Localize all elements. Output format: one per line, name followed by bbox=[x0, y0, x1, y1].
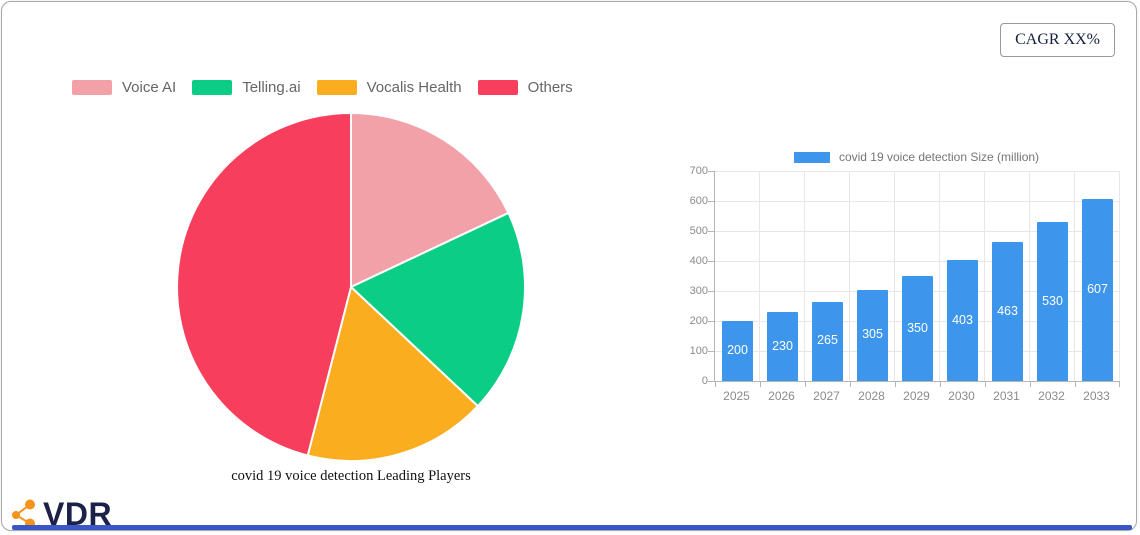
x-tick-mark bbox=[895, 381, 896, 387]
bar-2030[interactable] bbox=[947, 260, 978, 381]
x-tick-mark bbox=[1119, 381, 1120, 387]
bar-value-label: 463 bbox=[997, 303, 1018, 318]
legend-item-voice-ai[interactable]: Voice AI bbox=[72, 79, 176, 96]
x-tick-label: 2026 bbox=[768, 389, 795, 403]
v-gridline bbox=[1074, 171, 1075, 381]
bar-value-label: 230 bbox=[772, 338, 793, 353]
y-tick-mark bbox=[708, 321, 715, 322]
legend-item-telling-ai[interactable]: Telling.ai bbox=[192, 79, 301, 96]
pie-slice-voice-ai[interactable] bbox=[350, 112, 510, 288]
x-tick-label: 2025 bbox=[723, 389, 750, 403]
v-gridline bbox=[1119, 171, 1120, 381]
x-tick-label: 2031 bbox=[993, 389, 1020, 403]
v-gridline bbox=[984, 171, 985, 381]
y-tick-label: 200 bbox=[689, 315, 708, 327]
h-gridline bbox=[715, 171, 1120, 172]
legend-swatch bbox=[72, 80, 112, 95]
v-gridline bbox=[894, 171, 895, 381]
bar-2032[interactable] bbox=[1037, 222, 1068, 381]
cagr-badge: CAGR XX% bbox=[1000, 23, 1115, 57]
legend-item-vocalis-health[interactable]: Vocalis Health bbox=[316, 79, 462, 96]
bar-value-label: 200 bbox=[727, 343, 748, 357]
x-tick-mark bbox=[715, 381, 716, 387]
bar-plot-area: 200 230 265 305 350 403 463 530 607 bbox=[708, 171, 1120, 387]
pie-slice-telling-ai[interactable] bbox=[350, 211, 527, 408]
brand-logo[interactable]: VDR bbox=[8, 496, 113, 532]
h-gridline bbox=[715, 261, 1120, 262]
x-tick-mark bbox=[985, 381, 986, 387]
legend-swatch bbox=[192, 80, 233, 95]
bar-value-label: 305 bbox=[862, 327, 883, 342]
pie-slice-others[interactable] bbox=[176, 112, 352, 457]
h-gridline bbox=[715, 231, 1120, 232]
x-tick-label: 2033 bbox=[1083, 389, 1110, 403]
y-tick-label: 700 bbox=[689, 165, 708, 177]
y-tick-mark bbox=[708, 381, 715, 382]
legend-swatch bbox=[477, 80, 518, 95]
bar-2028[interactable] bbox=[857, 289, 888, 381]
x-tick-label: 2027 bbox=[813, 389, 840, 403]
pie-slice-vocalis-health[interactable] bbox=[306, 286, 479, 462]
x-tick-mark bbox=[1030, 381, 1031, 387]
y-tick-label: 300 bbox=[689, 285, 708, 297]
v-gridline bbox=[1029, 171, 1030, 381]
y-tick-mark bbox=[708, 171, 715, 172]
pie-chart bbox=[176, 112, 527, 462]
bar-value-label: 403 bbox=[952, 312, 973, 327]
x-tick-mark bbox=[1075, 381, 1076, 387]
x-tick-label: 2028 bbox=[858, 389, 885, 403]
legend-swatch bbox=[793, 151, 830, 163]
v-gridline bbox=[939, 171, 940, 381]
y-tick-mark bbox=[708, 201, 715, 202]
y-tick-mark bbox=[708, 231, 715, 232]
bar-2027[interactable] bbox=[812, 301, 843, 381]
bar-value-label: 607 bbox=[1087, 281, 1108, 296]
v-gridline bbox=[804, 171, 805, 381]
legend-label: Vocalis Health bbox=[366, 79, 462, 96]
y-tick-label: 100 bbox=[689, 345, 708, 357]
h-gridline bbox=[715, 201, 1120, 202]
brand-text: VDR bbox=[43, 496, 113, 532]
legend-label: Voice AI bbox=[122, 79, 177, 96]
y-tick-label: 0 bbox=[701, 375, 708, 387]
x-tick-mark bbox=[940, 381, 941, 387]
x-tick-mark bbox=[805, 381, 806, 387]
v-gridline bbox=[759, 171, 760, 381]
bar-value-label: 265 bbox=[817, 333, 838, 348]
x-tick-mark bbox=[850, 381, 851, 387]
x-tick-label: 2032 bbox=[1038, 389, 1065, 403]
y-tick-mark bbox=[708, 261, 715, 262]
legend-label: Others bbox=[527, 79, 573, 96]
bar-2026[interactable] bbox=[767, 312, 798, 381]
bar-legend-label: covid 19 voice detection Size (million) bbox=[838, 150, 1040, 164]
x-tick-label: 2029 bbox=[903, 389, 930, 403]
bar-chart: covid 19 voice detection Size (million) … bbox=[682, 142, 1132, 414]
y-tick-label: 600 bbox=[689, 195, 708, 207]
bar-value-label: 530 bbox=[1042, 293, 1063, 308]
bar-2029[interactable] bbox=[902, 276, 933, 381]
legend-item-others[interactable]: Others bbox=[477, 79, 573, 96]
y-tick-label: 500 bbox=[689, 225, 708, 237]
pie-legend: Voice AI Telling.ai Vocalis Health Others bbox=[72, 79, 589, 96]
x-tick-label: 2030 bbox=[948, 389, 975, 403]
bar-2025[interactable] bbox=[722, 321, 753, 381]
bar-chart-legend[interactable]: covid 19 voice detection Size (million) bbox=[714, 150, 1119, 164]
v-gridline bbox=[849, 171, 850, 381]
bar-2033[interactable] bbox=[1082, 198, 1113, 381]
bar-value-label: 350 bbox=[907, 320, 928, 335]
legend-label: Telling.ai bbox=[242, 79, 301, 96]
bottom-accent-bar bbox=[12, 525, 1132, 530]
bar-2031[interactable] bbox=[992, 242, 1023, 381]
x-tick-mark bbox=[760, 381, 761, 387]
y-tick-mark bbox=[708, 351, 715, 352]
legend-swatch bbox=[316, 80, 357, 95]
y-tick-mark bbox=[708, 291, 715, 292]
pie-chart-title: covid 19 voice detection Leading Players bbox=[231, 468, 471, 484]
y-tick-label: 400 bbox=[689, 255, 708, 267]
